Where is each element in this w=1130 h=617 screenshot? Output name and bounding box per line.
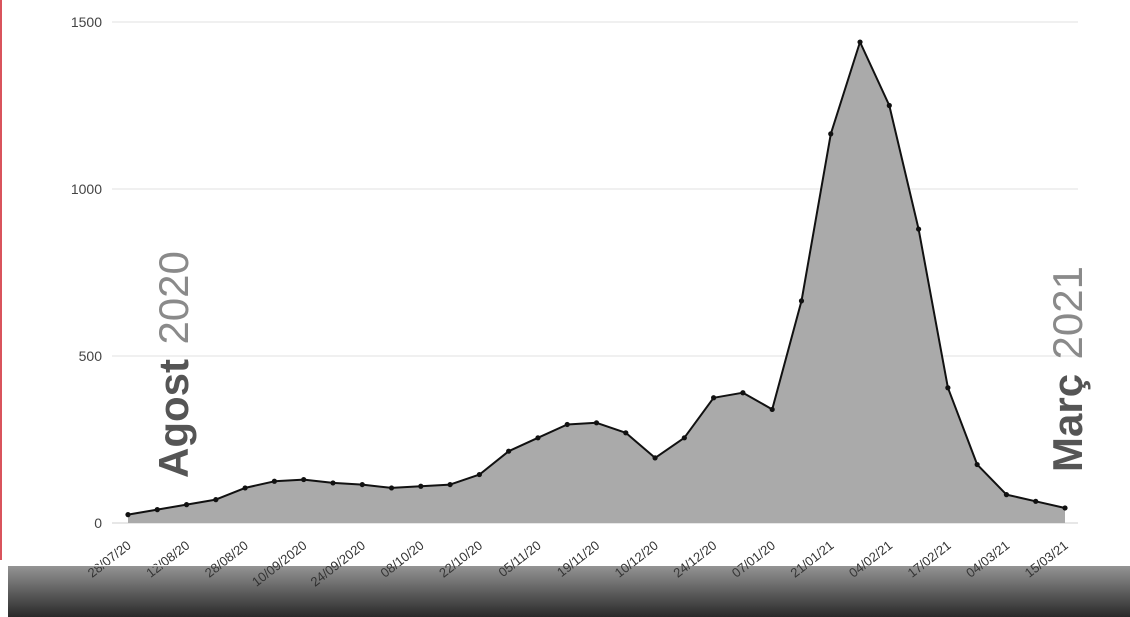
- annotation-month: Agost: [150, 359, 197, 478]
- data-point: [798, 298, 805, 304]
- x-tick-label: 24/12/20: [670, 538, 719, 581]
- data-point: [506, 448, 512, 454]
- data-point: [183, 502, 190, 508]
- data-point: [330, 480, 336, 486]
- annotation-month: Març: [1044, 374, 1091, 472]
- video-progress-line: [8, 565, 198, 567]
- data-point: [447, 481, 453, 488]
- data-point: [652, 455, 658, 461]
- x-axis: 28/07/20 12/08/20 28/08/2010/09/202024/09/…: [85, 538, 1071, 590]
- data-point: [564, 421, 570, 428]
- x-tick-label: 22/10/20: [436, 538, 485, 581]
- x-tick-label: 05/11/20: [495, 538, 543, 580]
- data-point: [681, 435, 687, 441]
- x-tick-label: 07/01/20: [729, 538, 778, 581]
- data-point: [535, 435, 541, 441]
- data-point: [388, 485, 395, 491]
- area-fill: [128, 42, 1065, 523]
- y-tick-label: 1500: [71, 14, 102, 30]
- left-edge-line: [0, 0, 2, 560]
- y-tick-label: 0: [94, 515, 102, 531]
- x-tick-label: 10/12/20: [612, 538, 661, 581]
- data-point: [154, 507, 160, 513]
- y-tick-label: 1000: [71, 181, 102, 197]
- data-point: [242, 485, 248, 491]
- data-point: [359, 481, 365, 488]
- x-tick-label: 28/07/20: [85, 538, 134, 581]
- annotation-year: 2020: [150, 251, 197, 344]
- data-point: [915, 226, 922, 232]
- data-point: [769, 406, 775, 413]
- annotation-marc-2021: Març 2021: [1044, 266, 1091, 472]
- data-point: [125, 512, 131, 518]
- data-point: [623, 430, 629, 436]
- data-point: [740, 390, 746, 396]
- data-point: [828, 131, 834, 137]
- data-point: [1033, 498, 1039, 504]
- data-points: [125, 39, 1068, 518]
- data-point: [945, 385, 951, 391]
- x-tick-label: 21/01/21: [787, 538, 836, 581]
- data-point: [418, 483, 424, 489]
- x-tick-label: 28/08/20: [202, 538, 251, 581]
- y-axis: 0 500 1000 1500: [71, 14, 102, 531]
- data-point: [476, 471, 482, 478]
- x-tick-label: 19/11/20: [554, 538, 602, 580]
- data-point: [213, 497, 219, 503]
- x-tick-label: 17/02/21: [905, 538, 954, 581]
- x-tick-label: 04/03/21: [963, 538, 1012, 581]
- data-point: [974, 461, 980, 468]
- y-tick-label: 500: [79, 348, 103, 364]
- data-point: [711, 395, 717, 401]
- data-point: [271, 478, 278, 484]
- data-point: [301, 476, 307, 483]
- data-point: [886, 102, 892, 109]
- data-point: [1062, 505, 1068, 511]
- x-tick-label: 10/09/2020: [249, 538, 310, 590]
- data-point: [1003, 492, 1010, 498]
- x-tick-label: 12/08/20: [143, 538, 192, 581]
- x-tick-label: 04/02/21: [846, 538, 895, 581]
- annotation-agost-2020: Agost 2020: [150, 251, 197, 478]
- data-point: [593, 420, 600, 426]
- x-tick-label: 15/03/21: [1022, 538, 1071, 581]
- x-tick-label: 24/09/2020: [308, 538, 369, 590]
- annotation-year: 2021: [1044, 266, 1091, 359]
- x-tick-label: 08/10/20: [378, 538, 427, 581]
- data-point: [857, 39, 863, 45]
